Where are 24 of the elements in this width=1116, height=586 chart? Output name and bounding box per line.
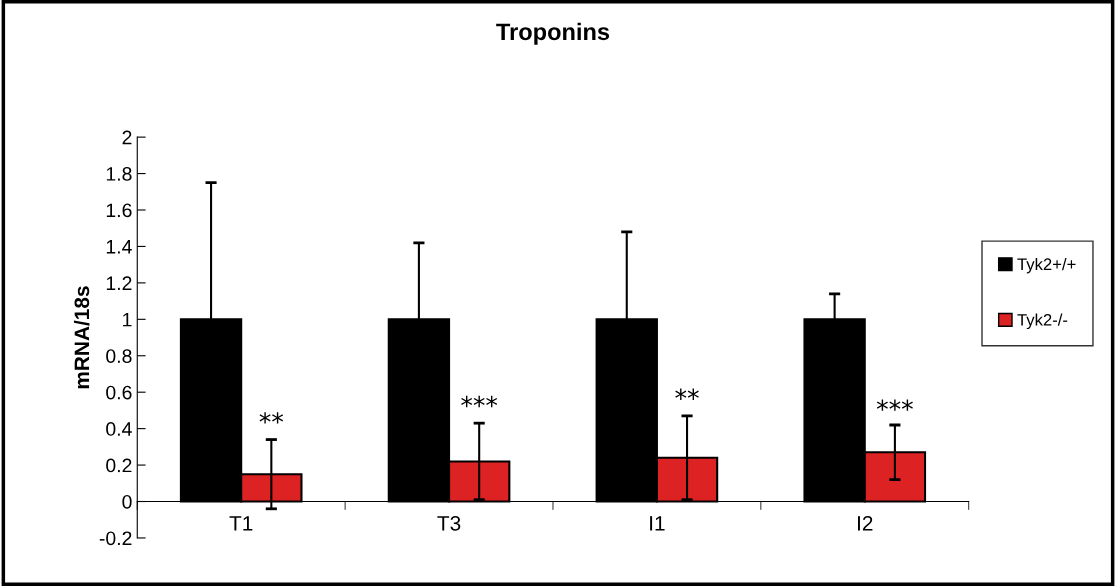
- y-tick-label: 1: [123, 312, 132, 327]
- y-tick-label: 0.6: [106, 385, 132, 400]
- y-tick-label: 0.2: [106, 458, 132, 473]
- y-axis-title: mRNA/18s: [73, 286, 90, 389]
- x-tick-label: T1: [229, 516, 253, 531]
- y-tick-label: 0.4: [106, 422, 132, 436]
- x-tick-label: I2: [858, 515, 873, 531]
- annotation: ***: [876, 399, 913, 411]
- annotation: **: [675, 388, 699, 400]
- y-tick-label: 0: [122, 494, 132, 509]
- y-tick-label: 2: [122, 130, 132, 145]
- y-tick-label: -0.2: [99, 531, 132, 546]
- x-tick-label: I1: [650, 516, 665, 531]
- y-tick-label: 1.8: [106, 167, 132, 181]
- x-tick-label: T3: [437, 515, 461, 531]
- y-tick-label: 1.6: [106, 203, 132, 218]
- chart-title: Troponins: [496, 22, 610, 45]
- annotation: **: [259, 412, 284, 424]
- y-tick-label: 0.8: [106, 349, 132, 363]
- legend-label: Tyk2+/+: [1017, 257, 1076, 274]
- legend-label: Tyk2-/-: [1017, 313, 1068, 330]
- annotation: ***: [461, 395, 498, 408]
- y-tick-label: 1.2: [106, 276, 132, 290]
- y-tick-label: 1.4: [106, 240, 132, 254]
